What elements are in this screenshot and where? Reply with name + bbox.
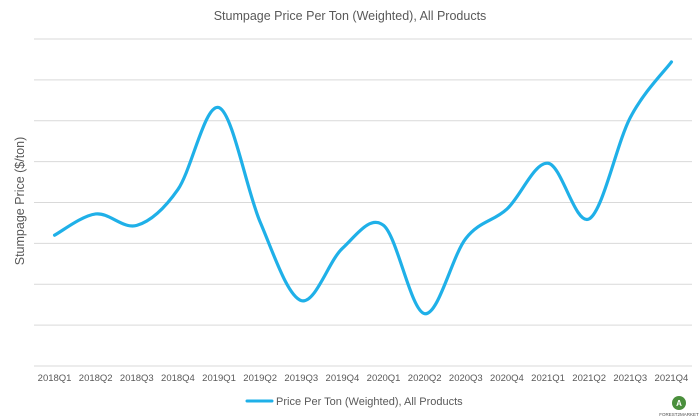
logo-icon: [672, 396, 686, 410]
x-tick-label: 2018Q2: [79, 373, 113, 384]
forest2market-logo: A FOREST2MARKET: [659, 396, 699, 417]
y-axis-label: Stumpage Price ($/ton): [13, 137, 27, 266]
x-tick-label: 2021Q3: [613, 373, 647, 384]
x-tick-labels: 2018Q1 2018Q2 2018Q3 2018Q4 2019Q1 2019Q2 2019…: [38, 373, 689, 384]
x-tick-label: 2021Q2: [572, 373, 606, 384]
x-tick-label: 2018Q1: [38, 373, 72, 384]
chart-title: Stumpage Price Per Ton (Weighted), All P…: [214, 9, 487, 23]
x-tick-label: 2020Q2: [408, 373, 442, 384]
x-tick-label: 2019Q1: [202, 373, 236, 384]
legend-label: Price Per Ton (Weighted), All Products: [276, 396, 463, 408]
x-tick-label: 2019Q3: [284, 373, 318, 384]
x-tick-label: 2020Q4: [490, 373, 524, 384]
series-line: [52, 60, 674, 316]
series-lines: [52, 60, 674, 316]
x-tick-label: 2021Q1: [531, 373, 565, 384]
gridlines: [34, 38, 692, 326]
x-tick-label: 2019Q4: [326, 373, 360, 384]
x-tick-label: 2018Q3: [120, 373, 154, 384]
logo-text: FOREST2MARKET: [659, 412, 699, 417]
x-tick-label: 2018Q4: [161, 373, 195, 384]
legend: Price Per Ton (Weighted), All Products: [245, 396, 463, 408]
logo-initial: A: [676, 399, 682, 408]
x-tick-label: 2020Q3: [449, 373, 483, 384]
x-tick-label: 2019Q2: [243, 373, 277, 384]
x-tick-label: 2020Q1: [367, 373, 401, 384]
x-tick-label: 2021Q4: [655, 373, 689, 384]
